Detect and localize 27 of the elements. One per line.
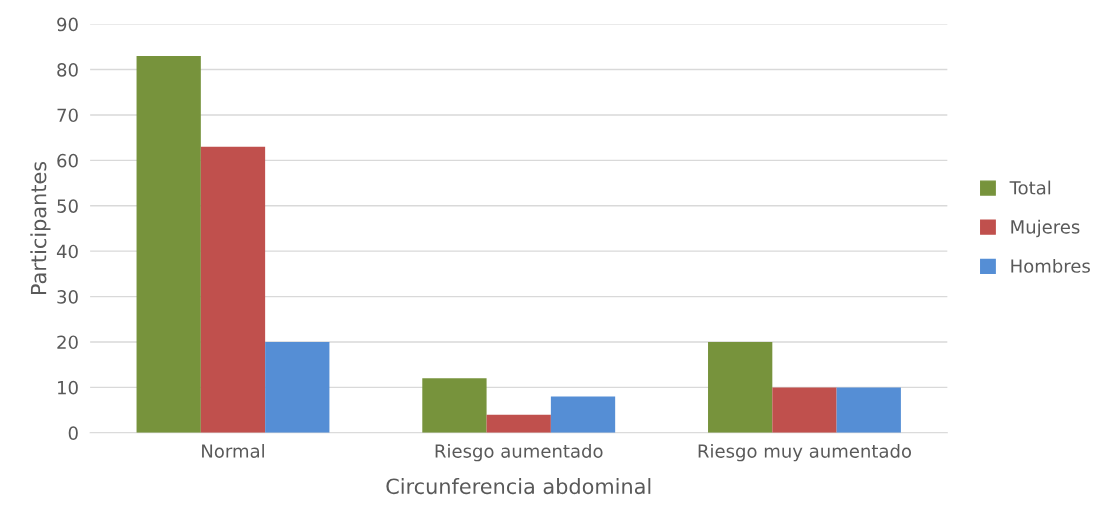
x-tick-label: Normal	[202, 443, 264, 458]
bar	[708, 341, 773, 433]
bar	[422, 378, 487, 433]
x-axis-title: Circunferencia abdominal	[386, 478, 651, 495]
legend-label: Total	[1009, 180, 1051, 195]
y-tick-label: 50	[57, 199, 78, 213]
legend-label: Hombres	[1011, 258, 1090, 273]
bar	[265, 341, 330, 433]
y-tick-label: 20	[57, 335, 78, 350]
bar	[550, 396, 616, 433]
y-tick-label: 80	[57, 63, 78, 77]
y-tick-label: 60	[57, 153, 78, 168]
bar	[486, 414, 551, 433]
bar	[136, 55, 201, 433]
bar	[772, 387, 837, 433]
y-tick-label: 90	[57, 17, 78, 32]
bar	[200, 146, 266, 433]
x-tick-label: Riesgo aumentado	[435, 443, 603, 462]
y-tick-label: 30	[57, 290, 78, 304]
y-axis-title: Participantes	[30, 161, 51, 295]
y-tick-label: 0	[68, 426, 78, 440]
x-tick-label: Riesgo muy aumentado	[698, 443, 912, 462]
y-tick-label: 10	[58, 380, 78, 395]
legend-label: Mujeres	[1011, 219, 1080, 238]
y-tick-label: 40	[56, 244, 78, 259]
bar	[836, 387, 901, 433]
y-tick-label: 70	[57, 108, 78, 123]
